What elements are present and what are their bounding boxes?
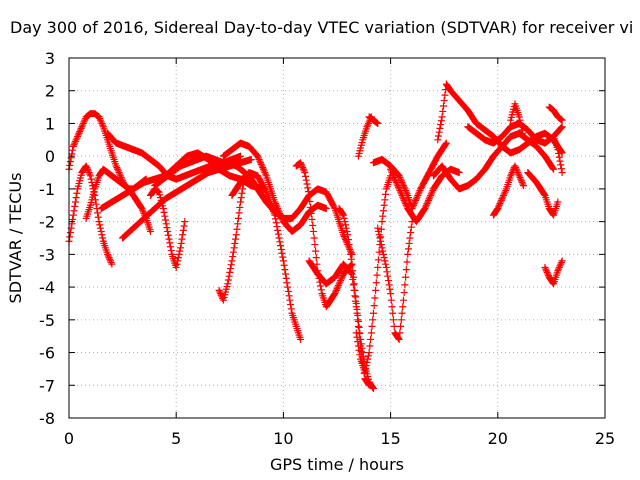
x-tick-label: 25 <box>595 429 615 448</box>
y-tick-label: 0 <box>45 147 55 166</box>
series-s6 <box>119 155 255 242</box>
series-s8 <box>151 152 245 190</box>
series-points <box>545 103 566 124</box>
series-s19 <box>369 139 450 213</box>
x-tick-label: 5 <box>171 429 181 448</box>
series-points <box>335 205 377 393</box>
series-s11 <box>228 169 305 343</box>
y-tick-labels: -8 -7 -6 -5 -4 -3 -2 -1 0 1 2 3 <box>39 49 55 428</box>
series-s27 <box>524 169 562 219</box>
y-tick-label: -8 <box>39 409 55 428</box>
x-tick-label: 10 <box>273 429 293 448</box>
series-s12 <box>245 172 356 258</box>
series-points <box>490 162 528 219</box>
series-points <box>228 169 305 343</box>
x-tick-label: 15 <box>380 429 400 448</box>
series-points <box>65 162 116 268</box>
grid-lines <box>69 58 605 418</box>
chart-title: Day 300 of 2016, Sidereal Day-to-day VTE… <box>10 18 633 37</box>
y-tick-label: 3 <box>45 49 55 68</box>
series-points <box>245 172 356 258</box>
y-tick-label: -5 <box>39 311 55 330</box>
y-tick-label: -7 <box>39 376 55 395</box>
y-tick-label: -3 <box>39 245 55 264</box>
y-axis-label: SDTVAR / TECUs <box>6 173 25 304</box>
y-tick-label: -4 <box>39 278 55 297</box>
series-s25 <box>490 162 528 219</box>
series-s18 <box>365 113 382 127</box>
x-axis-label: GPS time / hours <box>270 455 404 474</box>
series-s26 <box>507 100 528 141</box>
y-tick-label: -6 <box>39 344 55 363</box>
x-tick-label: 20 <box>488 429 508 448</box>
series-s15 <box>335 205 377 393</box>
series-points <box>369 139 450 213</box>
series-points <box>119 155 255 242</box>
plot-frame <box>68 57 606 419</box>
series-points <box>507 100 528 141</box>
series-points <box>374 218 416 343</box>
y-tick-label: 1 <box>45 114 55 133</box>
y-tick-label: -1 <box>39 180 55 199</box>
series-s2 <box>65 162 116 268</box>
series-points <box>550 133 566 177</box>
series-s7 <box>146 185 189 271</box>
y-tick-label: 2 <box>45 82 55 101</box>
series-points <box>541 257 566 288</box>
series-points <box>365 113 382 127</box>
series-points <box>146 185 189 271</box>
series-s23 <box>429 129 558 193</box>
series-points <box>429 129 558 193</box>
series-points <box>151 152 245 190</box>
series-s16 <box>352 172 395 376</box>
series-s28 <box>545 103 566 124</box>
series-points <box>524 169 562 219</box>
data-points <box>65 80 566 393</box>
axis-ticks <box>68 57 606 419</box>
series-s30 <box>550 133 566 177</box>
series-s20 <box>374 218 416 343</box>
series-s29 <box>541 257 566 288</box>
series-points <box>215 172 249 304</box>
y-tick-label: -2 <box>39 213 55 232</box>
series-points <box>352 172 395 376</box>
series-s9 <box>215 172 249 304</box>
x-tick-label: 0 <box>64 429 74 448</box>
x-tick-labels: 0 5 10 15 20 25 <box>64 429 615 448</box>
